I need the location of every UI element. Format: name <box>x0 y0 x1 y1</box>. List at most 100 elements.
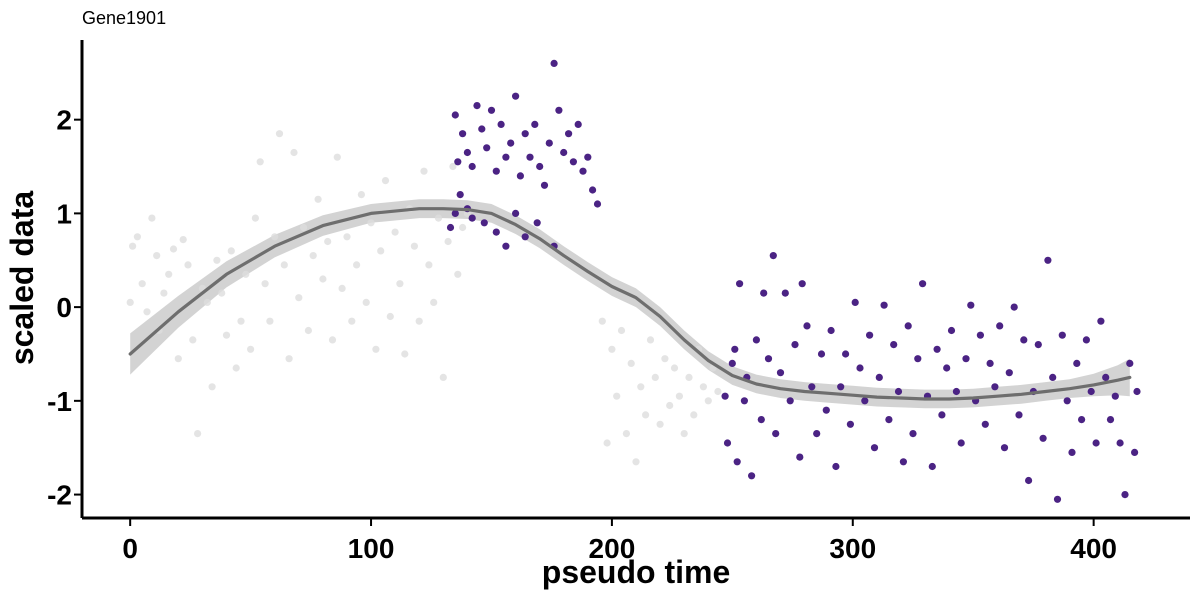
chart-title: Gene1901 <box>82 8 166 28</box>
background-point <box>415 317 423 325</box>
background-point <box>401 350 409 358</box>
confidence-band-layer <box>130 199 1130 409</box>
x-tick-label: 0 <box>122 533 138 564</box>
highlight-point <box>480 219 488 227</box>
highlight-point <box>516 172 525 180</box>
background-point <box>153 252 161 260</box>
highlight-point <box>478 125 486 133</box>
x-axis-ticks: 0 100 200 300 400 <box>122 518 1117 564</box>
background-point <box>275 130 284 138</box>
highlight-point <box>584 153 592 161</box>
highlight-point <box>1111 392 1119 400</box>
highlight-point <box>976 331 985 339</box>
background-point <box>138 280 146 288</box>
highlight-point <box>890 341 898 349</box>
background-point <box>372 345 380 353</box>
highlight-point <box>473 102 481 110</box>
highlight-point <box>1058 331 1066 339</box>
highlight-point <box>957 439 965 447</box>
highlight-point <box>1092 439 1100 447</box>
background-point <box>295 294 303 302</box>
highlight-point <box>459 130 467 138</box>
highlight-point <box>507 139 515 147</box>
highlight-point <box>842 350 850 358</box>
highlight-point <box>757 416 765 424</box>
highlight-point <box>1049 373 1057 381</box>
highlight-point <box>764 355 773 363</box>
highlight-point <box>1034 341 1042 349</box>
background-point <box>271 233 279 241</box>
background-point <box>237 317 245 325</box>
y-axis-ticks: -2 -1 0 1 2 <box>47 105 82 511</box>
highlight-point <box>752 336 761 344</box>
background-point <box>129 242 137 250</box>
background-point <box>261 280 269 288</box>
highlight-point <box>1102 373 1110 381</box>
background-point <box>143 308 151 316</box>
highlight-point <box>1106 416 1115 424</box>
background-point <box>343 233 351 241</box>
background-point <box>430 298 438 306</box>
background-point <box>459 223 467 232</box>
highlight-point <box>1053 495 1062 503</box>
highlight-point <box>1082 336 1090 344</box>
highlight-point <box>492 167 500 175</box>
background-point <box>613 392 621 400</box>
background-point <box>690 411 698 419</box>
highlight-point <box>468 162 476 171</box>
highlight-point <box>870 444 879 452</box>
background-point <box>357 191 365 199</box>
highlight-point <box>574 120 582 128</box>
highlight-point <box>1010 303 1018 311</box>
background-point <box>280 261 288 269</box>
background-point <box>386 312 394 321</box>
background-point <box>133 233 141 241</box>
highlight-point <box>894 387 903 396</box>
highlight-point <box>545 139 553 147</box>
highlight-point <box>1020 336 1028 344</box>
highlight-point <box>851 298 859 306</box>
highlight-point <box>791 341 799 349</box>
highlight-point <box>569 158 578 166</box>
highlight-point <box>996 322 1004 330</box>
background-point <box>179 236 187 244</box>
highlight-point <box>928 462 936 471</box>
background-point <box>377 247 385 255</box>
background-point <box>256 158 264 166</box>
highlight-point <box>861 397 869 405</box>
highlight-point <box>1121 491 1129 499</box>
highlight-point <box>540 181 549 189</box>
highlight-point <box>817 350 826 358</box>
background-point <box>632 458 640 466</box>
highlight-point <box>1005 369 1013 377</box>
highlight-point <box>1063 397 1071 405</box>
background-point <box>208 383 216 391</box>
background-point <box>266 317 274 325</box>
highlight-point <box>914 355 922 363</box>
highlight-point <box>822 406 830 414</box>
highlight-point <box>1000 444 1009 452</box>
x-tick-label: 300 <box>829 533 876 564</box>
background-point <box>598 317 606 325</box>
background-point <box>714 387 722 396</box>
background-point <box>656 420 664 428</box>
background-point <box>617 326 626 335</box>
y-tick-label: 0 <box>56 292 72 323</box>
background-point <box>666 401 674 410</box>
background-point <box>333 153 341 161</box>
highlight-point <box>991 383 999 391</box>
highlight-point <box>808 383 816 391</box>
background-point <box>449 162 457 171</box>
background-point <box>232 364 240 372</box>
highlight-point <box>952 387 961 396</box>
background-point <box>160 289 168 297</box>
highlight-point <box>502 153 510 161</box>
background-point <box>222 331 231 339</box>
background-point <box>251 214 259 222</box>
background-point <box>126 298 134 306</box>
background-point <box>324 237 332 246</box>
background-point <box>348 317 356 325</box>
highlight-point <box>786 397 794 405</box>
highlight-point <box>593 200 602 208</box>
highlight-point <box>962 355 970 363</box>
